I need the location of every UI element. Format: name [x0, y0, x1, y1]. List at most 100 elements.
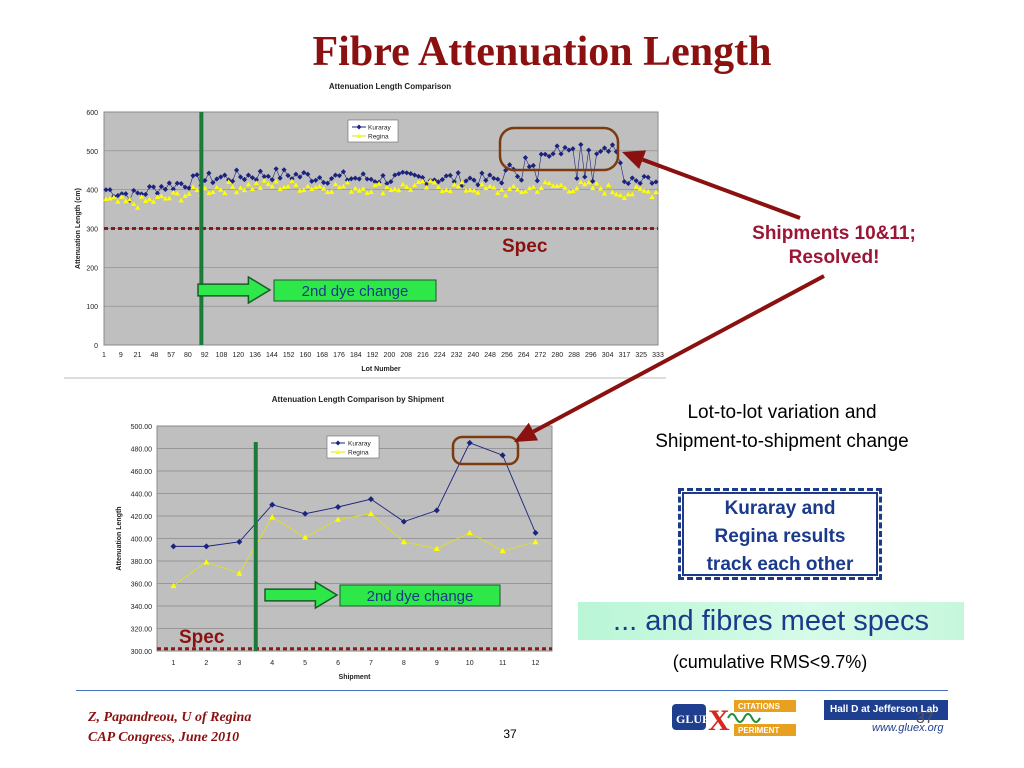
chart1-point-regina	[487, 183, 493, 189]
chart1-point-regina	[455, 183, 461, 189]
chart1-y-tick-label: 300	[86, 227, 98, 234]
chart1-point-regina	[594, 180, 600, 186]
chart2-point-kuraray	[433, 507, 440, 514]
chart2-x-tick-label: 9	[435, 660, 439, 667]
chart1-point-regina	[162, 195, 168, 201]
chart1-x-tick-label: 216	[417, 352, 429, 359]
chart1-title: Attenuation Length Comparison	[329, 82, 451, 91]
chart1-x-tick-label: 288	[568, 352, 580, 359]
chart1-point-regina	[439, 188, 445, 194]
chart2-point-regina	[170, 582, 177, 589]
chart1-point-regina	[261, 177, 267, 183]
chart2-point-kuraray	[400, 518, 407, 525]
chart1-point-regina	[241, 187, 248, 193]
chart1-point-kuraray	[368, 176, 374, 182]
chart2-point-kuraray	[466, 439, 473, 446]
chart2-x-tick-label: 10	[466, 660, 474, 667]
chart2-y-tick-label: 500.00	[131, 424, 153, 431]
chart1-point-regina	[158, 193, 164, 199]
chart1-point-regina	[293, 182, 299, 187]
chart1-point-kuraray	[574, 175, 580, 181]
chart1-point-regina	[194, 187, 200, 192]
chart2-x-tick-label: 8	[402, 660, 406, 667]
chart1-point-kuraray	[324, 180, 331, 186]
chart2-y-tick-label: 380.00	[131, 559, 153, 566]
chart1-x-tick-label: 192	[367, 352, 379, 359]
chart1-point-regina	[427, 178, 434, 183]
chart1-point-kuraray	[439, 177, 445, 183]
chart1-point-kuraray	[123, 191, 129, 197]
shipments-callout-line2: Resolved!	[788, 247, 880, 268]
chart1-point-regina	[451, 181, 457, 187]
chart1-point-regina	[111, 194, 117, 200]
chart1-point-regina	[479, 181, 485, 187]
chart1-point-regina	[400, 181, 406, 187]
chart2-x-tick-label: 7	[369, 660, 373, 667]
chart1-point-kuraray	[550, 151, 556, 157]
chart1-dye-label: 2nd dye change	[302, 283, 409, 300]
chart1-point-kuraray	[562, 144, 568, 151]
chart1-x-tick-label: 280	[551, 352, 563, 359]
chart1-x-tick-label: 184	[350, 352, 362, 359]
chart2-y-tick-label: 460.00	[131, 469, 153, 476]
chart1-point-regina	[324, 189, 331, 195]
chart1-point-regina	[364, 190, 370, 195]
chart1-spec-label: Spec	[502, 236, 548, 257]
chart1-point-kuraray	[119, 191, 125, 197]
chart1-point-kuraray	[412, 172, 418, 178]
chart2-legend-marker-regina	[335, 449, 341, 454]
chart1-point-kuraray	[534, 178, 540, 184]
chart1-point-regina	[534, 189, 540, 194]
variation-line1: Lot-to-lot variation and	[687, 402, 877, 423]
chart1-point-regina	[415, 179, 422, 184]
chart2-y-tick-label: 360.00	[131, 582, 153, 589]
chart1-point-kuraray	[455, 170, 461, 176]
chart1-point-regina	[419, 178, 426, 184]
chart1-legend-marker-kuraray	[356, 124, 362, 130]
chart1-x-tick-label: 48	[150, 352, 158, 359]
chart2-x-tick-label: 6	[336, 660, 340, 667]
chart1-point-kuraray	[135, 190, 141, 196]
chart2-point-regina	[499, 547, 506, 554]
chart1-x-tick-label: 304	[602, 352, 614, 359]
chart1-point-regina	[578, 179, 584, 185]
chart1-point-regina	[206, 190, 212, 196]
chart1-point-regina	[514, 186, 521, 192]
chart1-point-kuraray	[586, 147, 592, 153]
chart1-point-kuraray	[273, 166, 279, 172]
chart1-point-kuraray	[293, 171, 299, 177]
chart2-y-tick-label: 300.00	[131, 649, 153, 656]
chart1-point-kuraray	[257, 168, 263, 174]
chart1-point-kuraray	[601, 145, 608, 151]
chart1-dye-label-box	[273, 279, 437, 302]
chart1-point-kuraray	[613, 149, 620, 155]
chart1-point-kuraray	[380, 172, 386, 179]
chart1-point-kuraray	[356, 176, 362, 182]
chart1-point-regina	[471, 187, 477, 193]
chart1-point-regina	[166, 195, 172, 201]
chart1-x-tick-label: 208	[400, 352, 412, 359]
chart1-point-kuraray	[392, 172, 398, 178]
chart1-point-regina	[352, 185, 358, 191]
chart1-point-kuraray	[538, 151, 544, 157]
shipments-callout: Shipments 10&11; Resolved!	[718, 222, 950, 270]
chart1-point-kuraray	[265, 173, 271, 179]
chart1-point-regina	[103, 196, 109, 202]
chart2-point-kuraray	[532, 529, 539, 536]
chart1-point-regina	[150, 199, 157, 204]
chart1-point-regina	[245, 181, 252, 187]
chart2-point-regina	[335, 516, 342, 522]
chart1-point-regina	[190, 184, 196, 189]
track-line3: track each other	[706, 554, 854, 575]
chart1-point-regina	[431, 179, 438, 185]
chart1-point-regina	[265, 181, 271, 187]
chart1-point-regina	[503, 192, 509, 198]
chart1-point-regina	[372, 182, 378, 188]
chart1-legend-marker-regina	[356, 133, 362, 138]
chart2-point-regina	[532, 538, 539, 545]
chart1-point-regina	[586, 179, 592, 185]
chart1-point-regina	[491, 184, 497, 190]
chart1-point-regina	[360, 186, 366, 191]
chart1-point-regina	[210, 189, 216, 194]
